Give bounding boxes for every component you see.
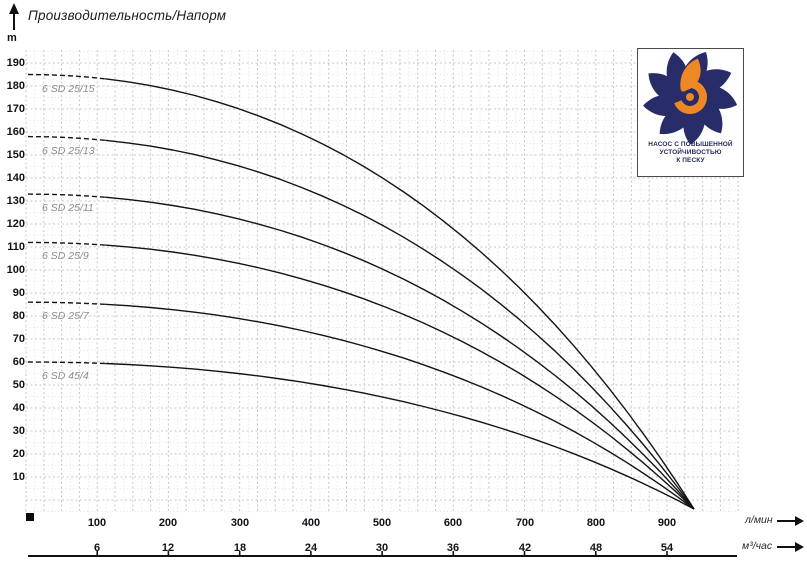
logo-caption-line: НАСОС С ПОВЫШЕННОЙ — [648, 141, 733, 148]
y-tick-label-50: 50 — [12, 379, 25, 391]
y-tick-label-110: 110 — [7, 241, 25, 253]
pinwheel-flower-icon — [643, 52, 738, 144]
x-tick-lmin-900: 900 — [657, 517, 677, 529]
y-tick-label-20: 20 — [12, 448, 25, 460]
x-tick-lmin-100: 100 — [87, 517, 107, 529]
x-tick-m3h-48: 48 — [589, 542, 603, 554]
x-tick-m3h-42: 42 — [518, 542, 532, 554]
logo-caption: НАСОС С ПОВЫШЕННОЙ УСТОЙЧИВОСТЬЮ К ПЕСКУ — [638, 141, 743, 165]
x-tick-m3h-24: 24 — [304, 542, 318, 554]
flow-unit-lmin-label: л/мин — [745, 514, 773, 526]
y-tick-label-30: 30 — [12, 425, 25, 437]
x-tick-lmin-500: 500 — [372, 517, 392, 529]
x-tick-lmin-200: 200 — [158, 517, 178, 529]
chart-title: Производительность/Напорм — [28, 8, 227, 23]
curve-label-6-SD-25-15: 6 SD 25/15 — [42, 83, 95, 95]
brand-logo: НАСОС С ПОВЫШЕННОЙ УСТОЙЧИВОСТЬЮ К ПЕСКУ — [637, 48, 744, 177]
x-tick-lmin-700: 700 — [515, 517, 535, 529]
logo-caption-line: УСТОЙЧИВОСТЬЮ — [659, 149, 722, 156]
y-tick-label-80: 80 — [12, 310, 25, 322]
x-tick-m3h-36: 36 — [446, 542, 460, 554]
curve-label-6-SD-25-13: 6 SD 25/13 — [42, 145, 95, 157]
y-tick-label-120: 120 — [6, 218, 25, 230]
y-tick-label-100: 100 — [6, 264, 25, 276]
x-tick-lmin-300: 300 — [230, 517, 250, 529]
y-tick-label-180: 180 — [6, 80, 25, 92]
head-axis-arrow-icon — [9, 3, 19, 30]
y-tick-label-190: 190 — [6, 57, 25, 69]
y-tick-label-60: 60 — [12, 356, 25, 368]
x-tick-lmin-800: 800 — [586, 517, 606, 529]
y-tick-label-90: 90 — [12, 287, 25, 299]
curve-label-6-SD-45-4: 6 SD 45/4 — [42, 370, 89, 382]
x-tick-m3h-30: 30 — [375, 542, 389, 554]
y-tick-label-70: 70 — [12, 333, 25, 345]
y-tick-label-140: 140 — [6, 172, 25, 184]
x-tick-m3h-18: 18 — [233, 542, 247, 554]
x-tick-lmin-400: 400 — [301, 517, 321, 529]
logo-caption-line: К ПЕСКУ — [676, 157, 705, 164]
curve-label-6-SD-25-11: 6 SD 25/11 — [42, 202, 94, 214]
curve-label-6-SD-25-9: 6 SD 25/9 — [42, 250, 89, 262]
y-tick-label-40: 40 — [12, 402, 25, 414]
x-tick-m3h-12: 12 — [161, 542, 175, 554]
flow-unit-m3h-label: м³/час — [742, 540, 773, 552]
y-tick-label-10: 10 — [12, 471, 25, 483]
x-tick-m3h-54: 54 — [660, 542, 674, 554]
y-tick-label-170: 170 — [6, 103, 25, 115]
y-tick-label-160: 160 — [6, 126, 25, 138]
y-axis-unit-label: m — [7, 32, 17, 44]
y-tick-label-130: 130 — [6, 195, 25, 207]
x-tick-lmin-600: 600 — [443, 517, 463, 529]
y-tick-label-150: 150 — [6, 149, 25, 161]
origin-marker — [26, 513, 34, 521]
x-tick-m3h-6: 6 — [93, 542, 101, 554]
curve-label-6-SD-25-7: 6 SD 25/7 — [42, 310, 89, 322]
